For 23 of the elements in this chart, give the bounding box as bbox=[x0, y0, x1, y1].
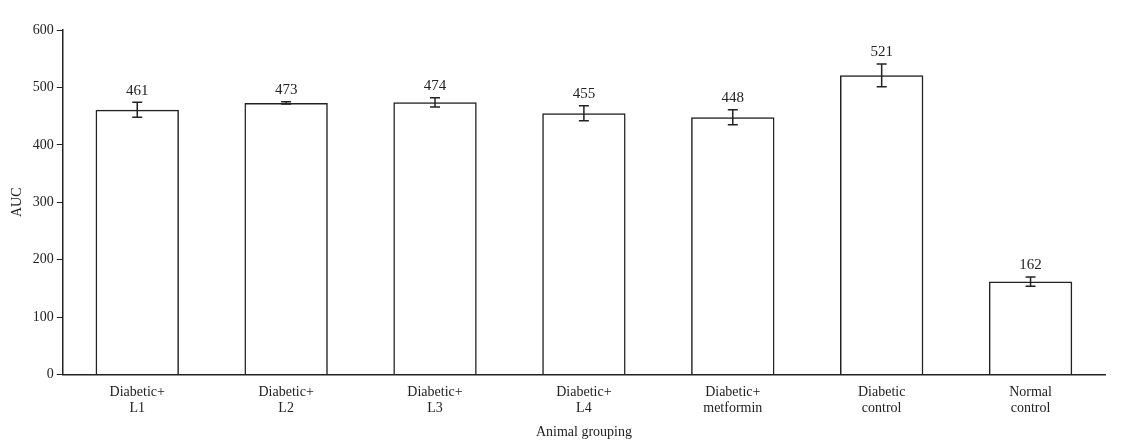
y-tick-label: 600 bbox=[32, 21, 54, 37]
x-tick-label: Diabetic+ L3 bbox=[407, 383, 463, 416]
x-tick-label: Diabetic+ metformin bbox=[703, 383, 763, 416]
data-label: 455 bbox=[572, 85, 596, 102]
data-label: 474 bbox=[423, 77, 447, 94]
y-tick-label: 200 bbox=[32, 251, 54, 267]
y-axis-title: AUC bbox=[9, 187, 25, 218]
x-tick-label: Diabetic+ L4 bbox=[556, 383, 612, 416]
x-tick-label: Diabetic control bbox=[857, 383, 906, 416]
y-tick-label: 0 bbox=[46, 366, 54, 382]
x-tick-label: Normal control bbox=[1009, 383, 1053, 416]
y-tick-label: 300 bbox=[32, 193, 54, 209]
data-label: 162 bbox=[1019, 256, 1042, 273]
data-label: 521 bbox=[870, 43, 893, 60]
x-tick-label: Diabetic+ L2 bbox=[258, 383, 314, 416]
x-axis-title: Animal grouping bbox=[535, 424, 632, 440]
y-tick-label: 100 bbox=[32, 308, 54, 324]
data-label: 448 bbox=[721, 89, 745, 106]
y-tick-label: 500 bbox=[32, 79, 54, 95]
y-tick-label: 400 bbox=[32, 136, 54, 152]
x-tick-label: Diabetic+ L1 bbox=[109, 383, 165, 416]
data-label: 473 bbox=[274, 81, 298, 98]
data-label: 461 bbox=[125, 81, 149, 98]
